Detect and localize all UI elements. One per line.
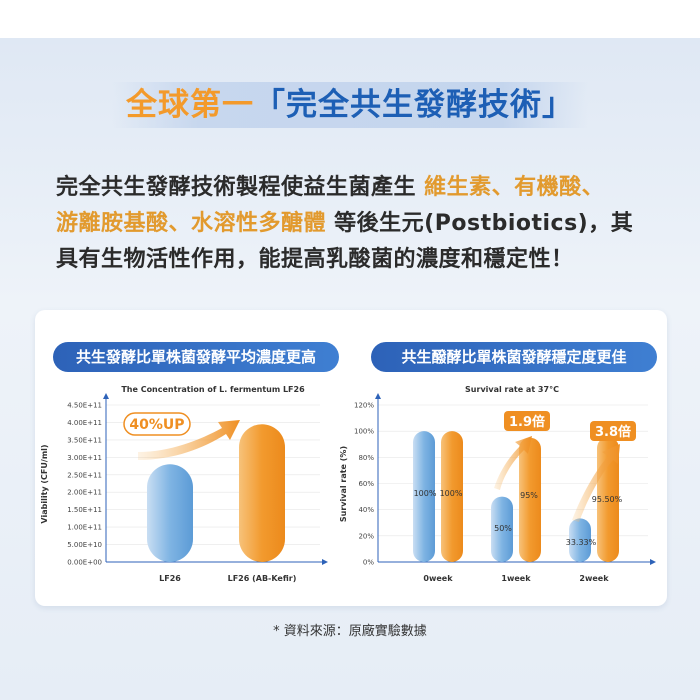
x-tick-label: 2week <box>579 574 609 583</box>
data-label: 50% <box>494 524 512 533</box>
increase-badge-label: 40%UP <box>129 417 184 433</box>
growth-badge-1-label: 1.9倍 <box>509 414 545 430</box>
left-chart-pill: 共生發酵比單株菌發酵平均濃度更高 <box>53 342 339 372</box>
y-tick-label: 2.00E+11 <box>67 489 102 497</box>
y-tick-label: 4.50E+11 <box>67 402 102 410</box>
y-tick-label: 3.50E+11 <box>67 436 102 444</box>
intro-text: 完全共生發酵技術製程使益生菌產生 維生素、有機酸、 游離胺基酸、水溶性多醣體 等… <box>56 170 656 278</box>
bar-series1-0week <box>413 431 435 562</box>
y-tick-label: 1.00E+11 <box>67 524 102 532</box>
y-tick-label: 4.00E+11 <box>67 419 102 427</box>
y-tick-label: 100% <box>354 428 374 436</box>
data-label: 100% <box>440 489 463 498</box>
y-tick-label: 60% <box>358 480 374 488</box>
chart-title: Survival rate at 37°C <box>465 385 559 394</box>
intro-line2: 游離胺基酸、水溶性多醣體 等後生元(Postbiotics)，其 <box>56 206 656 242</box>
y-tick-label: 40% <box>358 506 374 514</box>
bar-series2-1week <box>519 437 541 562</box>
x-tick-label: LF26 <box>159 574 181 583</box>
growth-badge-2-label: 3.8倍 <box>595 424 631 440</box>
data-label: 95% <box>520 491 538 500</box>
bar-lf26-ab-kefir <box>239 424 285 562</box>
right-chart-pill: 共生醱酵比單株菌發酵穩定度更佳 <box>371 342 657 372</box>
intro-line2-b: 等後生元(Postbiotics)，其 <box>326 211 634 236</box>
intro-line1-hl: 維生素、有機酸、 <box>424 175 605 200</box>
growth-badge-1 <box>504 411 550 431</box>
bar-lf26 <box>147 464 193 562</box>
data-source-note: * 資料來源：原廠實驗數據 <box>273 624 427 639</box>
growth-arrow-1 <box>494 436 532 490</box>
bar-series2-0week <box>441 431 463 562</box>
y-tick-label: 80% <box>358 454 374 462</box>
x-axis-arrow <box>322 559 328 565</box>
intro-line3: 具有生物活性作用，能提高乳酸菌的濃度和穩定性！ <box>56 247 574 272</box>
intro-line1-a: 完全共生發酵技術製程使益生菌產生 <box>56 175 425 200</box>
survival-chart: Survival rate at 37°C Survival rate (%) 0%… <box>339 385 656 583</box>
y-axis-label: Viability (CFU/ml) <box>40 444 49 523</box>
y-tick-label: 5.00E+10 <box>67 541 102 549</box>
x-tick-label: LF26 (AB-Kefir) <box>228 574 297 583</box>
y-tick-label: 1.50E+11 <box>67 506 102 514</box>
bar-series1-1week <box>491 496 513 562</box>
y-axis-arrow <box>103 393 109 399</box>
y-tick-label: 120% <box>354 402 374 410</box>
bar-series1-2week <box>569 518 591 562</box>
y-axis-arrow <box>375 393 381 399</box>
intro-line1: 完全共生發酵技術製程使益生菌產生 維生素、有機酸、 <box>56 170 656 206</box>
headline-part1: 全球第一 <box>126 87 254 123</box>
y-tick-label: 0% <box>363 559 374 567</box>
y-axis-label: Survival rate (%) <box>339 446 348 522</box>
headline-banner <box>112 82 588 128</box>
y-tick-label: 2.50E+11 <box>67 471 102 479</box>
headline: 全球第一「完全共生發酵技術」 <box>0 86 700 124</box>
x-tick-label: 0week <box>423 574 453 583</box>
intro-line2-hl: 游離胺基酸、水溶性多醣體 <box>56 211 327 236</box>
increase-arrow <box>138 420 240 460</box>
data-label: 33.33% <box>566 538 597 547</box>
y-tick-label: 20% <box>358 532 374 540</box>
headline-part2: 「完全共生發酵技術」 <box>254 87 574 123</box>
concentration-chart: The Concentration of L. fermentum LF26 Vi… <box>40 385 328 583</box>
y-tick-label: 3.00E+11 <box>67 454 102 462</box>
growth-arrow-2 <box>572 444 620 522</box>
data-label: 95.50% <box>592 495 623 504</box>
x-axis-arrow <box>650 559 656 565</box>
growth-badge-2 <box>590 421 636 441</box>
increase-badge <box>123 412 191 436</box>
x-tick-label: 1week <box>501 574 531 583</box>
y-tick-label: 0.00E+00 <box>67 559 102 567</box>
data-label: 100% <box>414 489 437 498</box>
chart-title: The Concentration of L. fermentum LF26 <box>121 385 305 394</box>
